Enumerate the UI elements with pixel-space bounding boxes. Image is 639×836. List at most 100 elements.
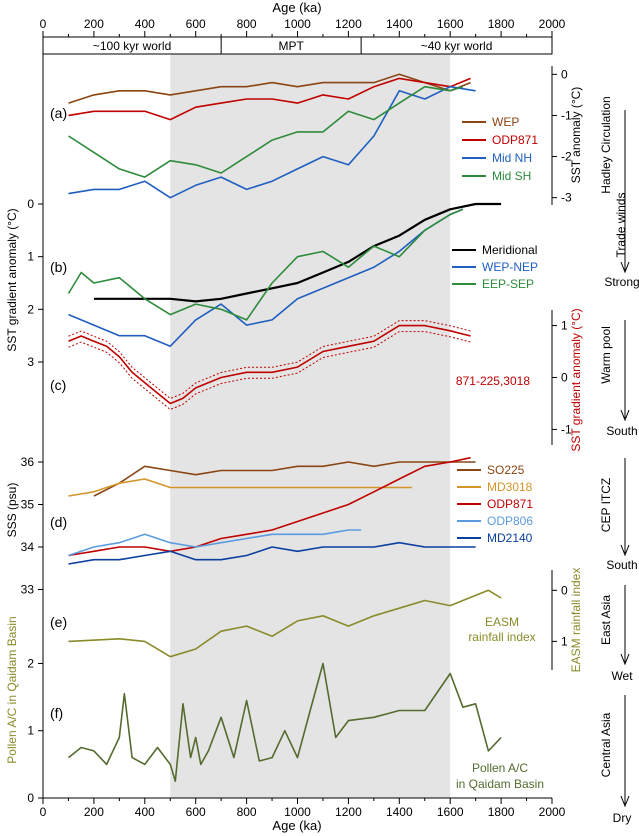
shaded-interval [170,54,451,798]
ytick-label-b-0: 0 [27,197,34,211]
right-axis-sst-anomaly: 0 -1 -2 -3 SST anomaly (°C) [551,66,583,205]
ytick-label-a-0: 0 [561,67,568,81]
bottom-tick-label-1200: 1200 [335,805,362,819]
bottom-tick-label-200: 200 [84,805,104,819]
panel-letter-e: (e) [50,614,67,630]
legend-label-d-3: ODP806 [487,514,533,528]
legend-label-a-1: ODP871 [492,133,538,147]
top-tick-label-600: 600 [186,17,206,31]
series-line-a-1 [68,77,471,121]
series-line-a-3 [68,85,464,178]
ytick-label-d-35: 35 [21,498,35,512]
right-axis-e-ticks: 01 [552,583,568,648]
easm-label-line2: rainfall index [468,630,535,644]
period-label-mpt: MPT [278,39,304,53]
arrow-itcz-head [620,544,630,557]
ytick-label-c--1: -1 [561,422,572,436]
left-axis-d-title: SSS (psu) [5,483,19,538]
top-tick-label-1600: 1600 [437,17,464,31]
bottom-axis-title: Age (ka) [272,818,321,833]
panel-letter-d: (d) [50,514,67,530]
top-axis-title: Age (ka) [272,0,321,15]
top-tick-label-1200: 1200 [335,17,362,31]
right-annotations: Hadley Circulation Trade winds Strong Wa… [599,96,639,825]
left-axis-d-ticks: 36 35 34 33 [21,455,43,597]
top-tick-label-2000: 2000 [539,17,566,31]
bottom-tick-label-1600: 1600 [437,805,464,819]
ytick-label-f-1: 1 [27,724,34,738]
ytick-label-e-1: 1 [561,634,568,648]
ytick-label-c-0: 0 [561,371,568,385]
left-axis-b-title: SST gradient anomaly (°C) [5,208,19,351]
annotation-hadley: Hadley Circulation [599,96,613,193]
series-line-f-0 [68,662,502,783]
legend-label-a-0: WEP [492,115,519,129]
annotation-south-1: South [606,424,637,438]
top-axis-ticks: 0 200 400 600 800 1000 1200 1400 1600 1800 2000 [40,17,566,37]
annotation-cep-itcz: CEP ITCZ [599,478,613,532]
right-axis-gradient: 1 0 -1 SST gradient anomaly (°C) [551,308,583,452]
right-axis-a-title: SST anomaly (°C) [569,87,583,184]
right-axis-easm: 01 EASM rainfall index [551,568,583,673]
easm-label-line1: EASM [485,615,519,629]
right-axis-a-ticks: 0 -1 -2 -3 [552,67,572,205]
period-label-40kyr: ~40 kyr world [421,39,493,53]
right-axis-e-title: EASM rainfall index [569,568,583,673]
annotation-trade-winds: Trade winds [614,193,628,258]
data-lines-layer [67,73,502,783]
left-axis-f-ticks: 2 1 0 [27,656,43,805]
bottom-tick-label-1000: 1000 [284,805,311,819]
right-axis-c-ticks: 1 0 -1 [552,319,572,436]
ytick-label-b-3: 3 [27,355,34,369]
ytick-label-d-33: 33 [21,583,35,597]
bottom-tick-label-0: 0 [40,805,47,819]
series-line-d-3 [68,529,362,557]
series-line-a-0 [68,73,471,104]
top-tick-label-1000: 1000 [284,17,311,31]
ytick-label-d-36: 36 [21,455,35,469]
legend-label-d-2: ODP871 [487,497,533,511]
legend-label-a-3: Mid SH [492,169,531,183]
bottom-tick-label-2000: 2000 [539,805,566,819]
series-line-d-0 [93,461,476,497]
pollen-label-line2: in Qaidam Basin [456,777,544,791]
top-tick-label-400: 400 [135,17,155,31]
arrow-east-asia-head [620,653,630,666]
ytick-label-e-0: 0 [561,583,568,597]
ytick-label-a--2: -2 [561,150,572,164]
series-line-e-0 [68,589,502,658]
top-age-axis: 0 200 400 600 800 1000 1200 1400 1600 1800 2000 Ag… [40,0,566,38]
series-line-c-0 [68,324,471,405]
series-band-lower-c [68,331,471,411]
left-axis-gradient: 0 1 2 3 SST gradient anomaly (°C) [5,195,44,369]
period-bar: ~100 kyr world MPT ~40 kyr world [42,36,553,55]
top-tick-label-1800: 1800 [488,17,515,31]
left-axis-sss: 36 35 34 33 SSS (psu) [5,455,43,597]
legend-label-a-2: Mid NH [492,151,532,165]
right-axis-c-title: SST gradient anomaly (°C) [569,308,583,451]
annotation-east-asia: East Asia [599,595,613,645]
legend-label-b-0: Meridional [482,243,537,257]
series-line-a-2 [68,85,476,199]
ytick-label-d-34: 34 [21,540,35,554]
series-line-d-4 [68,541,476,565]
panel-letter-f: (f) [50,705,63,721]
legend-panel-a: WEP ODP871 Mid NH Mid SH [462,115,538,183]
series-line-d-2 [68,456,471,557]
left-axis-pollen: 2 1 0 Pollen A/C in Qaidam Basin [5,616,43,805]
shaded-interval-layer [170,54,451,798]
bottom-age-axis: 0 200 400 600 800 1000 1200 1400 1600 1800 2000 Ag… [40,797,566,833]
panel-letter-a: (a) [50,105,67,121]
series-line-b-0 [93,202,502,303]
legend-label-d-4: MD2140 [487,531,533,545]
legend-label-d-0: SO225 [487,463,525,477]
series-line-d-1 [68,478,412,497]
bottom-tick-label-1400: 1400 [386,805,413,819]
annotation-central-asia: Central Asia [599,712,613,777]
panel-letter-c: (c) [50,377,66,393]
ytick-label-f-2: 2 [27,656,34,670]
ytick-label-c-1: 1 [561,319,568,333]
series-band-upper-c [68,320,471,400]
top-tick-label-1400: 1400 [386,17,413,31]
